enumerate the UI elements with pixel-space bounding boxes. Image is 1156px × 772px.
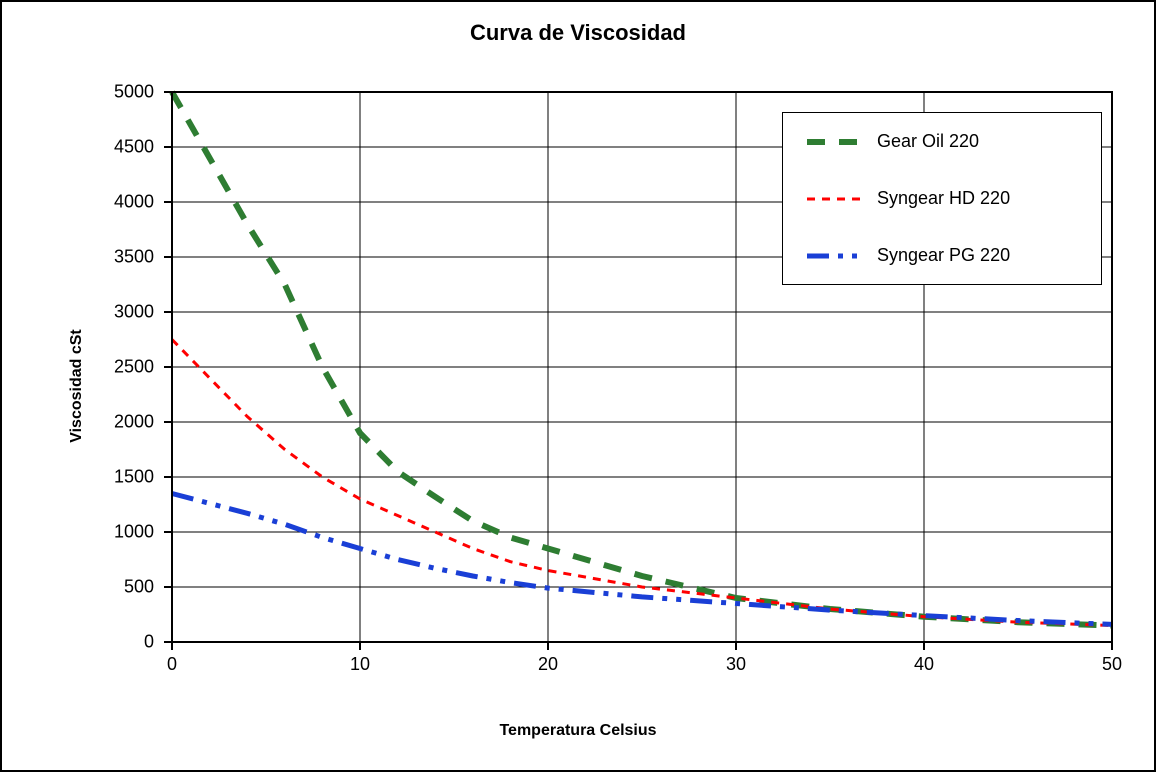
y-tick-label: 5000 [114, 82, 154, 103]
y-tick-label: 1000 [114, 522, 154, 543]
x-tick-label: 10 [350, 654, 370, 675]
y-axis-label: Viscosidad cSt [68, 329, 86, 443]
legend: Gear Oil 220 Syngear HD 220 Syngear PG 220 [782, 112, 1102, 285]
y-tick-label: 1500 [114, 467, 154, 488]
legend-label: Syngear PG 220 [877, 245, 1010, 266]
legend-label: Gear Oil 220 [877, 131, 979, 152]
x-tick-label: 40 [914, 654, 934, 675]
legend-item: Syngear PG 220 [807, 245, 1077, 266]
x-axis-label: Temperatura Celsius [2, 722, 1154, 740]
y-tick-label: 0 [144, 632, 154, 653]
chart-frame: Curva de Viscosidad Viscosidad cSt Tempe… [0, 0, 1156, 772]
y-tick-label: 3000 [114, 302, 154, 323]
legend-item: Gear Oil 220 [807, 131, 1077, 152]
y-tick-label: 2000 [114, 412, 154, 433]
legend-swatch [807, 132, 863, 152]
x-tick-label: 0 [167, 654, 177, 675]
x-tick-label: 50 [1102, 654, 1122, 675]
y-tick-label: 2500 [114, 357, 154, 378]
x-tick-label: 20 [538, 654, 558, 675]
x-tick-label: 30 [726, 654, 746, 675]
y-tick-label: 4500 [114, 137, 154, 158]
legend-label: Syngear HD 220 [877, 188, 1010, 209]
legend-swatch [807, 246, 863, 266]
y-tick-label: 4000 [114, 192, 154, 213]
legend-swatch [807, 189, 863, 209]
legend-item: Syngear HD 220 [807, 188, 1077, 209]
chart-title: Curva de Viscosidad [2, 20, 1154, 46]
y-tick-label: 500 [124, 577, 154, 598]
y-tick-label: 3500 [114, 247, 154, 268]
